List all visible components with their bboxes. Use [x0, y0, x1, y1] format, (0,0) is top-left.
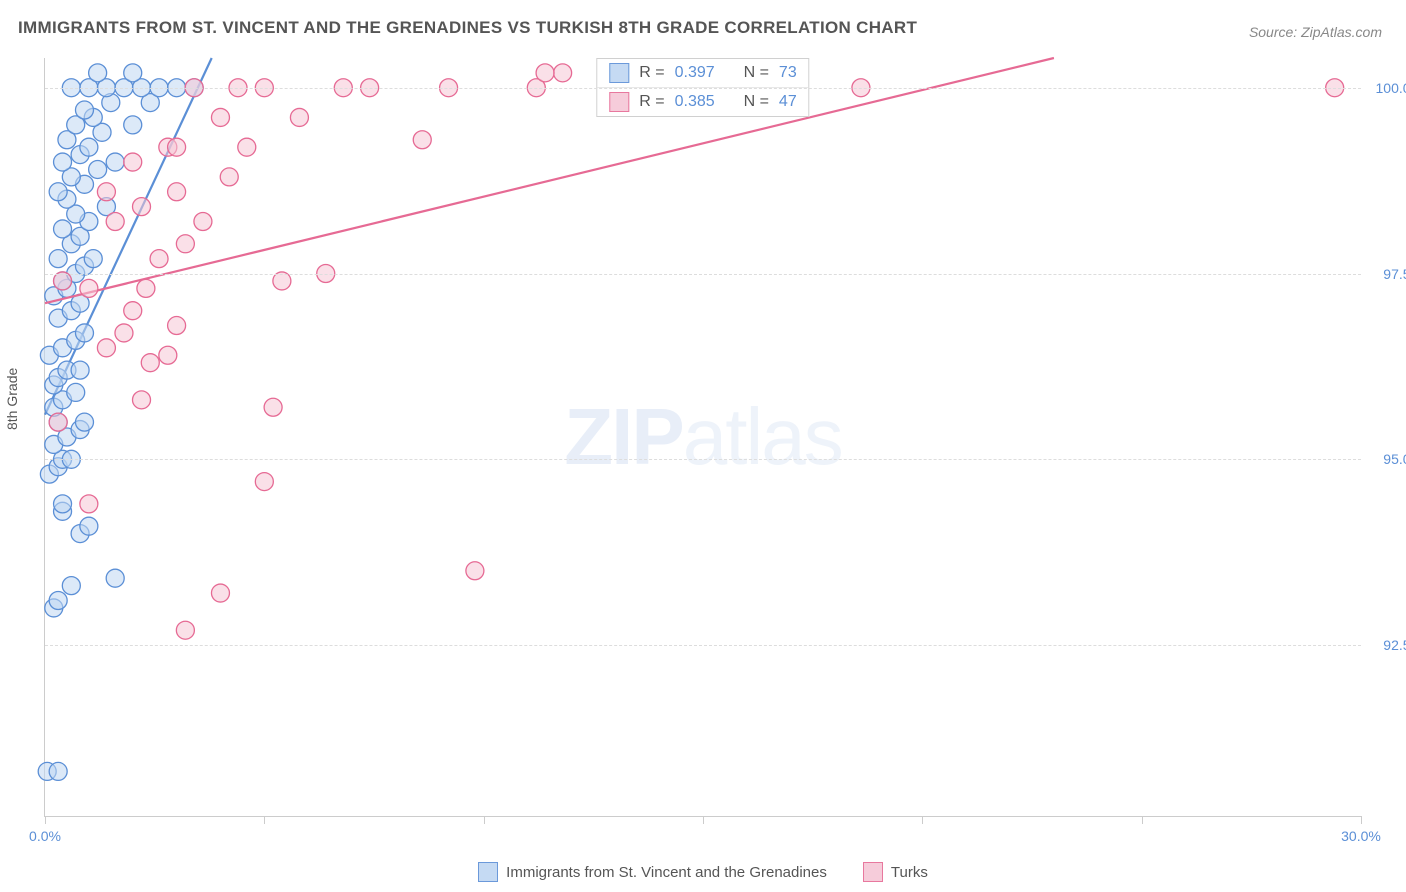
xtick [703, 816, 704, 824]
xtick [1142, 816, 1143, 824]
ytick-label: 95.0% [1367, 451, 1406, 467]
source-attribution: Source: ZipAtlas.com [1249, 24, 1382, 40]
xtick [1361, 816, 1362, 824]
legend-label-2: Turks [891, 864, 928, 881]
swatch-series-1 [609, 63, 629, 83]
n-value-2: 47 [779, 93, 797, 111]
r-value-2: 0.385 [675, 93, 715, 111]
gridline [45, 645, 1361, 646]
chart-title: IMMIGRANTS FROM ST. VINCENT AND THE GREN… [18, 18, 917, 38]
gridline [45, 459, 1361, 460]
xtick [45, 816, 46, 824]
stats-row-1: R = 0.397 N = 73 [597, 59, 808, 87]
legend-item-2: Turks [863, 862, 928, 882]
xtick [922, 816, 923, 824]
ytick-label: 92.5% [1367, 637, 1406, 653]
gridline [45, 88, 1361, 89]
r-value-1: 0.397 [675, 64, 715, 82]
xtick [264, 816, 265, 824]
plot-area: ZIPatlas R = 0.397 N = 73 R = 0.385 N = … [44, 58, 1361, 817]
n-value-1: 73 [779, 64, 797, 82]
xtick-label: 30.0% [1341, 828, 1381, 844]
n-label: N = [744, 64, 769, 82]
r-label: R = [639, 64, 664, 82]
ytick-label: 97.5% [1367, 266, 1406, 282]
stats-row-2: R = 0.385 N = 47 [597, 87, 808, 116]
ytick-label: 100.0% [1367, 80, 1406, 96]
swatch-series-2 [609, 92, 629, 112]
legend-item-1: Immigrants from St. Vincent and the Gren… [478, 862, 827, 882]
legend-swatch-1 [478, 862, 498, 882]
chart-svg [45, 58, 1361, 816]
y-axis-label: 8th Grade [4, 368, 20, 430]
xtick-label: 0.0% [29, 828, 61, 844]
gridline [45, 274, 1361, 275]
xtick [484, 816, 485, 824]
legend-swatch-2 [863, 862, 883, 882]
legend: Immigrants from St. Vincent and the Gren… [0, 862, 1406, 882]
legend-label-1: Immigrants from St. Vincent and the Gren… [506, 864, 827, 881]
r-label: R = [639, 93, 664, 111]
n-label: N = [744, 93, 769, 111]
